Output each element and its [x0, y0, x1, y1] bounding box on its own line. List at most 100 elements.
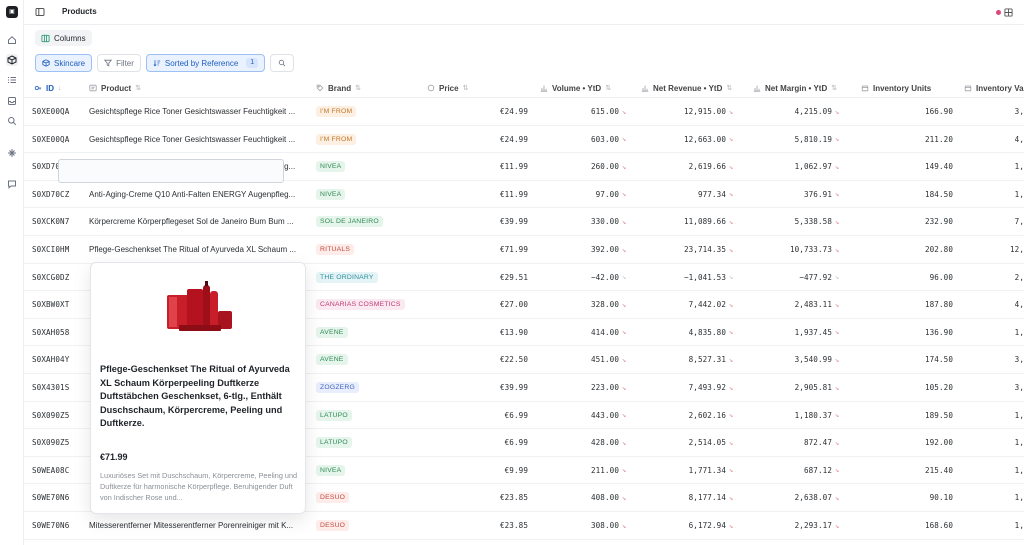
trend-icon: ↘: [729, 135, 734, 144]
table-row[interactable]: S0X090Z5 LATUPO €6.99 443.00 ↘ 2,602.16 ↘ 1,180…: [24, 402, 1024, 430]
cell-margin: 1,062.97 ↘: [746, 153, 842, 180]
sort-desc-icon[interactable]: ↓: [58, 84, 62, 92]
table-row[interactable]: S0XBW0XT CANARIAS COSMETICS €27.00 328.00 ↘ 7…: [24, 291, 1024, 319]
trend-icon: ↘: [835, 438, 840, 447]
cell-price-text: €27.00: [499, 300, 528, 310]
cell-id: S0WE70N6: [32, 512, 82, 539]
sort-icon[interactable]: ⇅: [726, 85, 733, 92]
table-row[interactable]: S0XE00QA Gesichtspflege Rice Toner Gesich…: [24, 126, 1024, 154]
table-row[interactable]: S0XAH04Y AVENE €22.50 451.00 ↘ 8,527.31 ↘ 3,540…: [24, 346, 1024, 374]
hovered-product-cell[interactable]: [58, 159, 284, 183]
table-row[interactable]: S0WE70N6 DESUO €23.85 408.00 ↘ 8,177.14 ↘ 2,638…: [24, 484, 1024, 512]
cell-id-text: S0XAH04Y: [32, 355, 70, 365]
cell-product: Mitesserentferner Mitesserentferner Pore…: [89, 512, 304, 539]
column-header-inventory[interactable]: Inventory Units: [861, 78, 931, 98]
cell-inventory: 168.60: [857, 512, 953, 539]
table-row[interactable]: S0WE70N6 Mitesserentferner Mitesserentfer…: [24, 512, 1024, 540]
cell-margin-text: 4,215.09: [794, 107, 832, 116]
table-row[interactable]: S0XAH058 AVENE €13.90 414.00 ↘ 4,835.80 ↘ 1,937…: [24, 319, 1024, 347]
cell-volume: 603.00 ↘: [536, 126, 629, 153]
cell-margin-text: 3,540.99: [794, 355, 832, 365]
cell-id: S0WE70N6: [32, 484, 82, 511]
table-row[interactable]: S0XCK0N7 Körpercreme Körperpflegeset Sol …: [24, 208, 1024, 236]
trend-icon: ↘: [622, 466, 627, 475]
sidebar-toggle-icon[interactable]: [35, 7, 45, 17]
filter-button[interactable]: Filter: [97, 54, 141, 72]
inbox-icon[interactable]: [6, 95, 18, 107]
trend-icon: ↘: [835, 355, 840, 364]
column-header-inventory-value[interactable]: Inventory Val: [964, 78, 1024, 98]
column-header-brand[interactable]: Brand ⇅: [316, 78, 361, 98]
table-row[interactable]: S0XCG0DZ THE ORDINARY €29.51 −42.00 ↘ −1,041.…: [24, 264, 1024, 292]
column-header-product[interactable]: Product ⇅: [89, 78, 141, 98]
cell-margin-text: 376.91: [803, 189, 832, 199]
grid-icon[interactable]: [1004, 8, 1013, 17]
app-rail: ▣: [0, 0, 24, 545]
column-header-price[interactable]: Price ⇅: [427, 78, 468, 98]
column-header-margin[interactable]: Net Margin • YtD ⇅: [753, 78, 837, 98]
view-skincare-button[interactable]: Skincare: [35, 54, 93, 72]
table-row[interactable]: S0WEA08C NIVEA €9.99 211.00 ↘ 1,771.34 ↘ 687.12…: [24, 457, 1024, 485]
cell-margin-text: 5,338.58: [794, 217, 832, 227]
home-icon[interactable]: [6, 34, 18, 46]
view-label: Skincare: [54, 58, 86, 68]
brand-badge: THE ORDINARY: [316, 271, 378, 283]
sort-button[interactable]: Sorted by Reference 1: [145, 54, 266, 72]
list-icon[interactable]: [6, 74, 18, 86]
cell-revenue: 977.34 ↘: [636, 181, 736, 208]
trend-icon: ↘: [835, 217, 840, 226]
table-row[interactable]: S0XCI0HM Pflege-Geschenkset The Ritual of…: [24, 236, 1024, 264]
cell-margin: −477.92 ↘: [746, 264, 842, 291]
cell-margin-text: 872.47: [803, 438, 832, 448]
cell-revenue-text: 8,177.14: [688, 493, 726, 503]
cell-revenue-text: 2,619.66: [688, 162, 726, 172]
chat-icon[interactable]: [6, 178, 18, 190]
cell-revenue-text: 977.34: [697, 189, 726, 199]
cell-volume-text: 443.00: [590, 410, 619, 420]
cell-price: €6.99: [424, 402, 528, 429]
sparkle-icon[interactable]: [6, 147, 18, 159]
brand-badge: NIVEA: [316, 464, 346, 476]
cell-revenue-text: 7,493.92: [688, 383, 726, 392]
cell-inventory-value-text: 1,: [1014, 438, 1024, 448]
sort-icon[interactable]: ⇅: [135, 85, 142, 92]
brand-badge: CANARIAS COSMETICS: [316, 299, 405, 311]
cell-volume-text: 328.00: [590, 300, 619, 310]
sort-icon[interactable]: ⇅: [462, 85, 469, 92]
cell-revenue-text: 2,514.05: [688, 438, 726, 448]
table-row[interactable]: S0X4301S ZOGZERG €39.99 223.00 ↘ 7,493.92 ↘ 2,9…: [24, 374, 1024, 402]
sort-icon[interactable]: ⇅: [605, 85, 612, 92]
cell-revenue-text: −1,041.53: [683, 272, 726, 282]
cell-price: €11.99: [424, 181, 528, 208]
column-header-revenue[interactable]: Net Revenue • YtD ⇅: [641, 78, 732, 98]
sort-icon[interactable]: ⇅: [355, 85, 361, 92]
table-row[interactable]: S0X090Z5 LATUPO €6.99 428.00 ↘ 2,514.05 ↘ 872.4…: [24, 429, 1024, 457]
search-button[interactable]: [270, 54, 295, 72]
column-header-id-label: ID: [46, 83, 54, 93]
cell-inventory-value: 1,: [967, 181, 1024, 208]
sort-icon[interactable]: ⇅: [831, 85, 838, 92]
cell-revenue: 2,602.16 ↘: [636, 402, 736, 429]
search-icon[interactable]: [6, 115, 18, 127]
columns-button[interactable]: Columns: [35, 30, 92, 46]
cell-margin-text: 5,810.19: [794, 134, 832, 144]
trend-icon: ↘: [729, 438, 734, 447]
columns-label: Columns: [54, 33, 86, 43]
cell-inventory-value: 2,: [967, 264, 1024, 291]
column-header-id[interactable]: ID ↓: [34, 78, 62, 98]
cell-price-text: €22.50: [499, 355, 528, 365]
table-row[interactable]: S0XE00QA Gesichtspflege Rice Toner Gesich…: [24, 98, 1024, 126]
brand-badge: SOL DE JANEIRO: [316, 216, 383, 228]
cell-inventory-value-text: 4,: [1014, 134, 1024, 144]
trend-icon: ↘: [729, 273, 734, 282]
products-icon[interactable]: [6, 54, 18, 66]
cell-product-text: Mitesserentferner Mitesserentferner Pore…: [89, 521, 294, 530]
cell-margin-text: 1,180.37: [794, 410, 832, 420]
app-logo[interactable]: ▣: [6, 6, 18, 18]
cell-brand: I'M FROM: [316, 98, 416, 125]
trend-icon: ↘: [835, 466, 840, 475]
column-header-volume[interactable]: Volume • YtD ⇅: [540, 78, 611, 98]
cell-id: S0XCG0DZ: [32, 264, 82, 291]
